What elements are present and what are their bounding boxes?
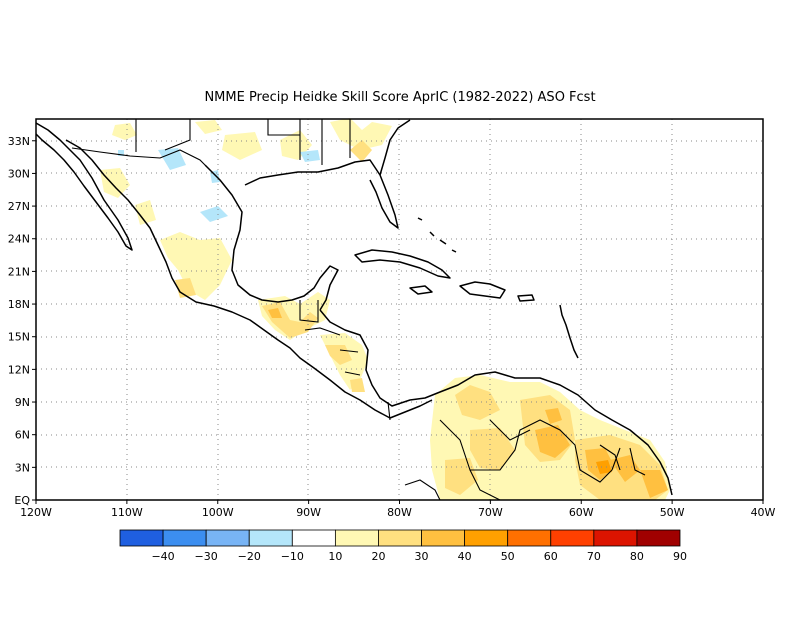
colorbar-label: 30 <box>415 550 429 563</box>
lon-tick-label: 50W <box>660 506 685 519</box>
longitude-axis: 120W 110W 100W 90W 80W 70W 60W 50W 40W <box>20 500 776 519</box>
lon-tick-label: 60W <box>569 506 594 519</box>
lat-tick-label: EQ <box>14 494 30 507</box>
lat-tick-label: 12N <box>8 363 30 376</box>
colorbar-label: 90 <box>673 550 687 563</box>
lat-tick-label: 33N <box>8 135 30 148</box>
coastline-icon <box>35 119 673 496</box>
colorbar-swatch <box>119 529 164 547</box>
lat-tick-label: 18N <box>8 298 30 311</box>
colorbar-swatch <box>421 529 466 547</box>
colorbar-swatch <box>550 529 595 547</box>
lon-tick-label: 70W <box>478 506 503 519</box>
lon-tick-label: 90W <box>296 506 321 519</box>
lon-tick-label: 120W <box>20 506 52 519</box>
latitude-axis: EQ 3N 6N 9N 12N 15N 18N 21N 24N 27N 30N 33N <box>8 135 36 507</box>
lon-tick-label: 80W <box>387 506 412 519</box>
lat-tick-label: 6N <box>15 429 30 442</box>
colorbar-label: 70 <box>587 550 601 563</box>
graticule <box>36 119 763 500</box>
colorbar: −40 −30 −20 −10 10 20 30 40 50 60 70 80 90 <box>119 529 687 563</box>
colorbar-label: −40 <box>151 550 174 563</box>
lon-tick-label: 100W <box>202 506 234 519</box>
colorbar-swatch <box>464 529 509 547</box>
colorbar-swatch <box>162 529 207 547</box>
country-borders <box>71 119 646 501</box>
colorbar-swatch <box>205 529 250 547</box>
colorbar-label: 50 <box>501 550 515 563</box>
colorbar-label: −30 <box>195 550 218 563</box>
colorbar-swatch <box>593 529 638 547</box>
colorbar-label: −20 <box>238 550 261 563</box>
colorbar-swatch <box>334 529 379 547</box>
colorbar-swatch <box>248 529 293 547</box>
colorbar-label: 40 <box>458 550 472 563</box>
colorbar-label: 60 <box>544 550 558 563</box>
chart-title: NMME Precip Heidke Skill Score AprIC (19… <box>204 90 595 105</box>
colorbar-swatch <box>507 529 552 547</box>
lat-tick-label: 24N <box>8 233 30 246</box>
colorbar-label: 80 <box>630 550 644 563</box>
colorbar-swatch <box>378 529 422 547</box>
lat-tick-label: 3N <box>15 461 30 474</box>
lat-tick-label: 27N <box>8 200 30 213</box>
lon-tick-label: 40W <box>751 506 776 519</box>
colorbar-label: 10 <box>328 550 342 563</box>
colorbar-swatch <box>636 529 681 547</box>
lon-tick-label: 110W <box>111 506 143 519</box>
lat-tick-label: 30N <box>8 167 30 180</box>
colorbar-label: −10 <box>281 550 304 563</box>
lat-tick-label: 15N <box>8 331 30 344</box>
colorbar-label: 20 <box>371 550 385 563</box>
lat-tick-label: 9N <box>15 396 30 409</box>
colorbar-swatch <box>291 529 336 547</box>
lat-tick-label: 21N <box>8 265 30 278</box>
map-panel <box>35 118 764 501</box>
